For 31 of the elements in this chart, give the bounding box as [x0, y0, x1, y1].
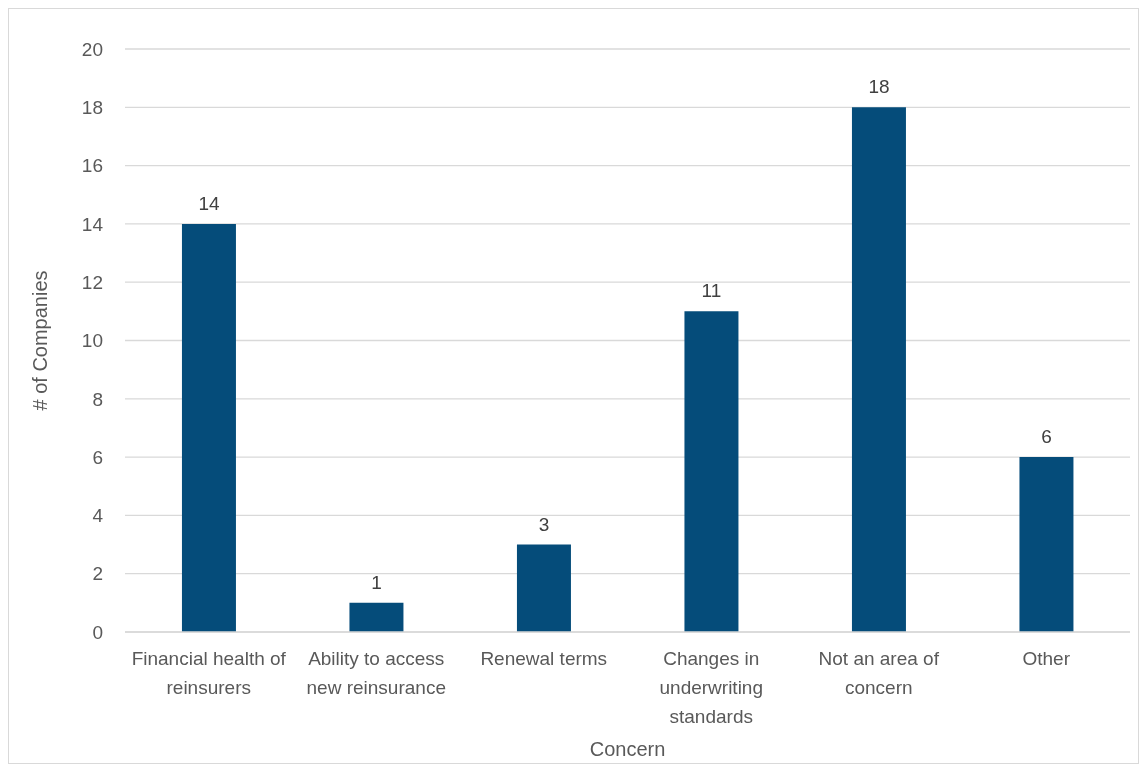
data-label: 18	[868, 76, 890, 98]
y-tick-label: 16	[81, 155, 103, 177]
bar	[181, 223, 236, 632]
x-tick-label: Changes in underwriting standards	[659, 648, 763, 728]
bar	[684, 311, 739, 632]
x-tick-label: Renewal terms	[480, 648, 608, 670]
bar	[851, 107, 906, 632]
y-tick-label: 0	[92, 621, 103, 643]
y-tick-label: 12	[81, 271, 103, 293]
x-tick-label: Other	[1022, 648, 1071, 670]
x-axis-title: Concern	[589, 738, 666, 760]
x-tick-label: Financial health of reinsurers	[131, 648, 287, 699]
data-label: 3	[538, 513, 550, 535]
y-tick-label: 8	[92, 388, 103, 410]
y-tick-label: 2	[92, 563, 103, 585]
y-tick-label: 14	[81, 213, 104, 235]
y-tick-label: 6	[92, 446, 103, 468]
y-tick-label: 10	[81, 330, 103, 352]
data-label: 6	[1041, 426, 1052, 448]
bar	[516, 544, 571, 632]
data-label: 14	[198, 192, 220, 214]
bar	[349, 602, 404, 632]
bar	[1019, 457, 1074, 632]
x-tick-label: Not an area of concern	[818, 648, 940, 699]
y-tick-label: 18	[81, 97, 103, 119]
y-tick-label: 4	[92, 505, 104, 527]
y-axis-title: # of Companies	[29, 270, 51, 411]
data-label: 11	[701, 280, 722, 302]
x-tick-label: Ability to access new reinsurance	[306, 648, 446, 699]
data-label: 1	[371, 571, 382, 593]
y-tick-label: 20	[81, 38, 103, 60]
